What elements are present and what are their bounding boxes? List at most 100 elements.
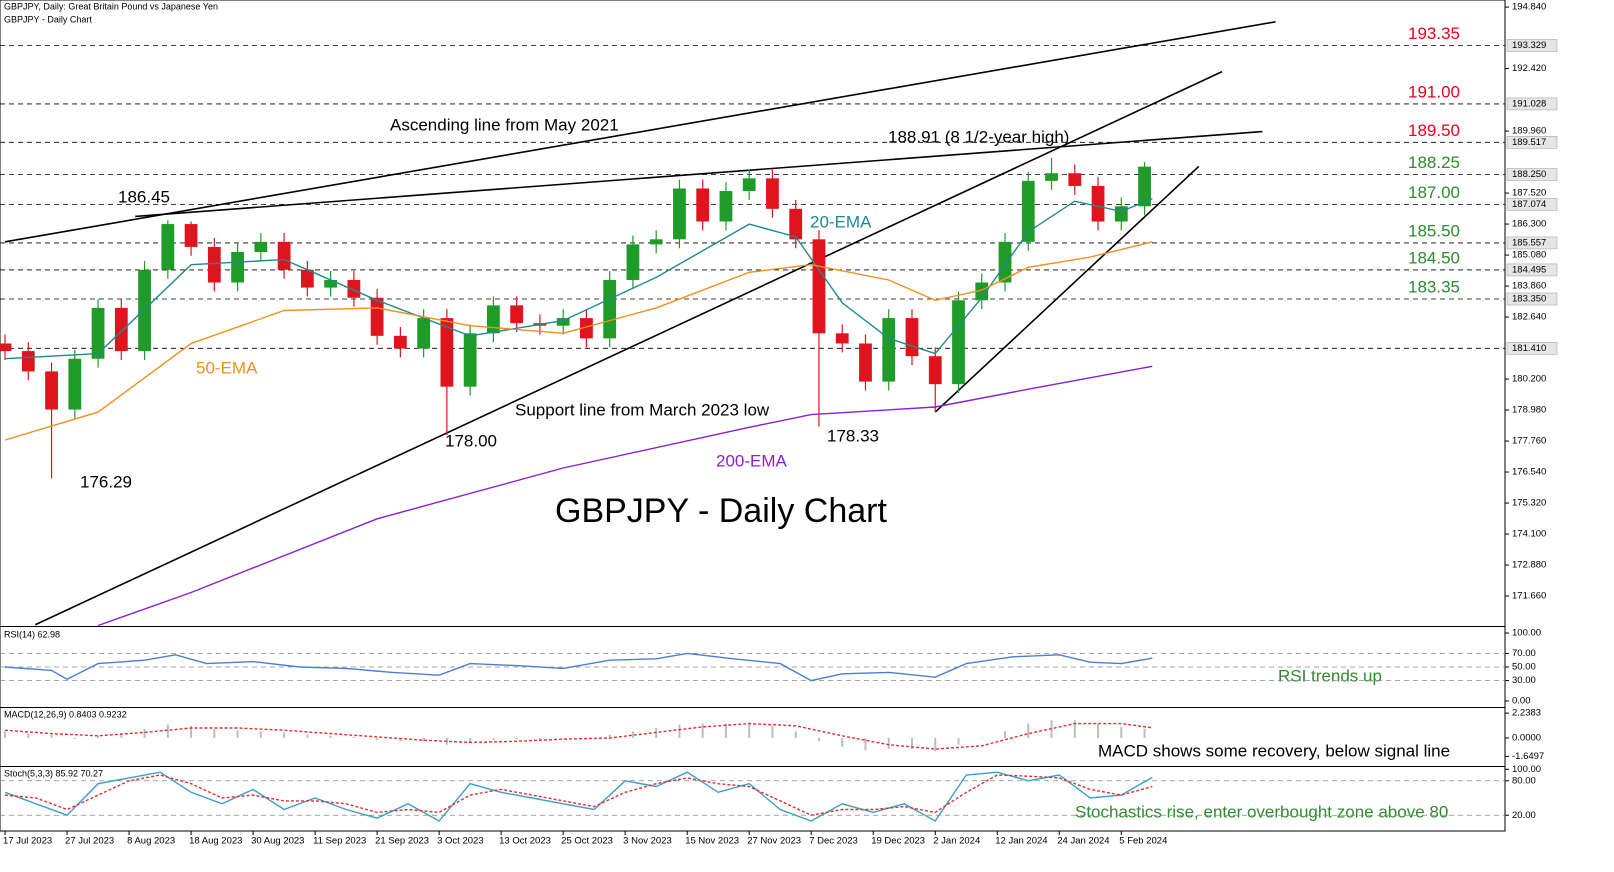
histogram-bar [724,723,727,738]
candle-body [324,279,338,288]
candle-body [882,318,896,382]
level-axis-box [1506,292,1558,306]
level-axis-box [1506,136,1558,149]
header: GBPJPY, Daily: Great Britain Pound vs Ja… [4,1,218,11]
x-tick-label: 27 Nov 2023 [747,836,801,847]
histogram-bar [236,730,239,738]
annotation: 178.33 [827,426,879,445]
histogram-bar [1027,723,1030,738]
candle-body [812,239,826,334]
series-line [4,722,1153,750]
level-label: 187.00 [1408,183,1460,202]
histogram-bar [143,729,146,738]
plot-frame [0,0,1506,832]
candle-body [161,224,175,270]
level-label: 191.00 [1408,82,1460,101]
level-label: 184.50 [1408,248,1460,267]
candle-body [114,307,128,352]
histogram-bar [306,734,309,738]
histogram-bar [841,738,844,747]
histogram-bar [50,734,53,738]
histogram-bar [1120,726,1123,738]
annotation: 186.45 [118,187,170,206]
y-tick-label: 183.860 [1512,281,1546,292]
level-axis-label: 188.250 [1512,169,1546,180]
series-label: 200-EMA [716,451,788,470]
y-tick-label: 175.320 [1512,498,1546,509]
annotation: Support line from March 2023 low [515,400,770,419]
candle-body [277,241,291,270]
level-axis-label: 187.074 [1512,199,1546,210]
y-tick-label: 0.00 [1512,695,1531,706]
candle-body [21,351,35,372]
histogram-bar [678,724,681,738]
candle-body [1091,185,1105,222]
candle-body [347,279,361,298]
level-axis-label: 185.557 [1512,237,1546,248]
candle-body [254,241,268,253]
y-tick-label: 171.660 [1512,591,1546,602]
x-tick-label: 24 Jan 2024 [1057,836,1109,847]
y-tick-label: 185.080 [1512,250,1546,261]
trendline [34,70,1223,626]
x-tick-label: 17 Jul 2023 [3,836,52,847]
x-tick-label: 30 Aug 2023 [251,836,304,847]
chart-title: GBPJPY - Daily Chart [555,492,887,530]
histogram-bar [910,738,913,750]
x-tick-label: 3 Oct 2023 [437,836,483,847]
level-axis-box [1506,342,1558,355]
level-axis-label: 181.410 [1512,343,1546,354]
trendline [4,21,1276,243]
histogram-bar [864,738,867,751]
y-tick-label: 172.880 [1512,560,1546,571]
series-line [4,774,1153,816]
candle-body [673,188,686,240]
y-tick-label: 180.200 [1512,374,1546,385]
candle-body [766,178,779,209]
level-axis-label: 184.495 [1512,264,1546,275]
y-tick-label: 100.00 [1512,764,1541,775]
histogram-bar [562,738,565,739]
candle-body [68,358,82,410]
histogram-bar [4,731,7,738]
y-tick-label: 30.00 [1512,675,1536,686]
annotation: 176.29 [80,472,132,491]
histogram-bar [701,723,704,738]
candle-body [603,279,617,339]
candle-body [928,356,942,385]
candle-body [580,318,593,339]
series-line [97,365,1153,627]
candle-body [45,371,58,410]
histogram-bar [515,738,518,740]
level-axis-box [1506,168,1558,181]
x-tick-label: 3 Nov 2023 [623,836,672,847]
x-tick-label: 15 Nov 2023 [685,836,739,847]
candle-body [487,305,500,334]
histogram-bar [422,738,425,742]
level-axis-label: 189.517 [1512,137,1546,148]
level-label: 185.50 [1408,221,1460,240]
y-tick-label: 177.760 [1512,436,1546,447]
candle-body [975,282,989,301]
y-tick-label: 192.420 [1512,63,1546,74]
y-tick-label: 0.0000 [1512,733,1541,744]
y-tick-label: -1.6497 [1512,751,1544,762]
candle-body [510,305,524,324]
histogram-bar [538,738,541,740]
candle-body [1068,173,1082,186]
y-tick-label: 2.2383 [1512,708,1541,719]
panel-title: Stoch(5,3,3) 85.92 70.27 [4,768,103,778]
candle-body [138,269,151,352]
candle-body [1021,180,1035,242]
y-tick-label: 194.840 [1512,2,1546,13]
histogram-bar [1073,720,1076,738]
histogram-bar [748,722,751,738]
candle-body [696,188,710,222]
series-line [4,771,1153,822]
histogram-bar [376,738,379,741]
candle-body [742,178,756,192]
candle-body [207,246,221,283]
level-label: 193.35 [1408,24,1460,43]
candle-body [0,343,12,352]
